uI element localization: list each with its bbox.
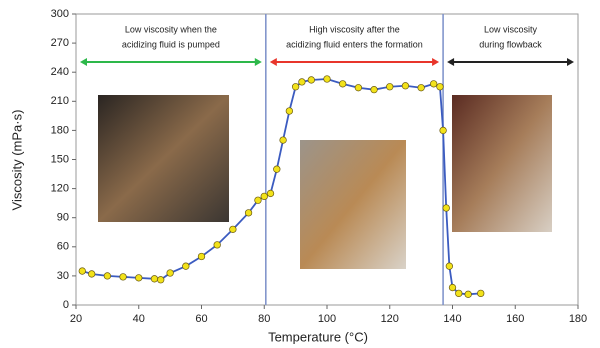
y-tick-label: 30: [57, 270, 69, 282]
marker: [442, 204, 450, 212]
y-tick-label: 0: [63, 299, 69, 311]
marker: [157, 276, 165, 284]
marker: [88, 270, 96, 278]
marker: [430, 80, 438, 88]
marker: [401, 82, 410, 90]
marker: [135, 274, 143, 282]
x-tick-label: 60: [195, 313, 207, 325]
marker: [386, 83, 394, 91]
marker: [103, 272, 112, 280]
y-tick-label: 300: [51, 8, 69, 20]
x-tick-label: 180: [569, 313, 587, 325]
region-label: Low viscosity when the: [125, 24, 217, 34]
x-tick-label: 140: [443, 313, 461, 325]
marker: [213, 241, 221, 249]
x-tick-label: 20: [70, 313, 82, 325]
marker: [339, 80, 347, 88]
marker: [229, 225, 237, 233]
marker: [266, 189, 275, 198]
marker: [279, 136, 287, 144]
photo: [452, 95, 552, 232]
marker: [464, 290, 472, 298]
marker: [445, 262, 454, 270]
photo: [98, 95, 229, 222]
marker: [285, 107, 294, 115]
marker: [197, 252, 206, 261]
marker: [254, 196, 262, 204]
y-tick-label: 60: [57, 241, 69, 253]
marker: [436, 83, 444, 91]
y-tick-label: 180: [51, 124, 69, 136]
marker: [370, 86, 378, 94]
marker: [307, 76, 315, 84]
marker: [323, 75, 331, 83]
marker: [291, 83, 300, 91]
x-tick-label: 100: [318, 313, 336, 325]
marker: [78, 267, 86, 275]
x-tick-label: 160: [506, 313, 524, 325]
marker: [448, 283, 457, 292]
y-tick-label: 270: [51, 37, 69, 49]
marker: [477, 289, 485, 298]
x-tick-label: 80: [258, 313, 270, 325]
x-tick-label: 40: [133, 313, 145, 325]
region-label: High viscosity after the: [309, 24, 400, 34]
y-tick-label: 150: [51, 153, 69, 165]
region-label: acidizing fluid enters the formation: [286, 39, 423, 49]
marker: [273, 165, 281, 173]
marker: [417, 84, 425, 92]
y-tick-label: 240: [51, 66, 69, 78]
marker: [119, 273, 127, 281]
region-label: acidizing fluid is pumped: [122, 39, 220, 49]
y-tick-label: 210: [51, 95, 69, 107]
x-axis-label: Temperature (°C): [268, 329, 368, 344]
marker: [354, 84, 363, 92]
y-tick-label: 90: [57, 212, 69, 224]
marker: [166, 269, 174, 277]
y-axis-label: Viscosity (mPa·s): [9, 110, 24, 211]
marker: [455, 289, 463, 298]
marker: [439, 126, 447, 135]
marker: [150, 275, 159, 283]
region-label: during flowback: [479, 39, 542, 49]
marker: [244, 209, 253, 217]
y-tick-label: 120: [51, 183, 69, 195]
region-label: Low viscosity: [484, 24, 538, 34]
marker: [182, 262, 190, 270]
marker: [260, 192, 268, 201]
photo: [300, 140, 406, 269]
x-tick-label: 120: [381, 313, 399, 325]
marker: [298, 78, 306, 86]
